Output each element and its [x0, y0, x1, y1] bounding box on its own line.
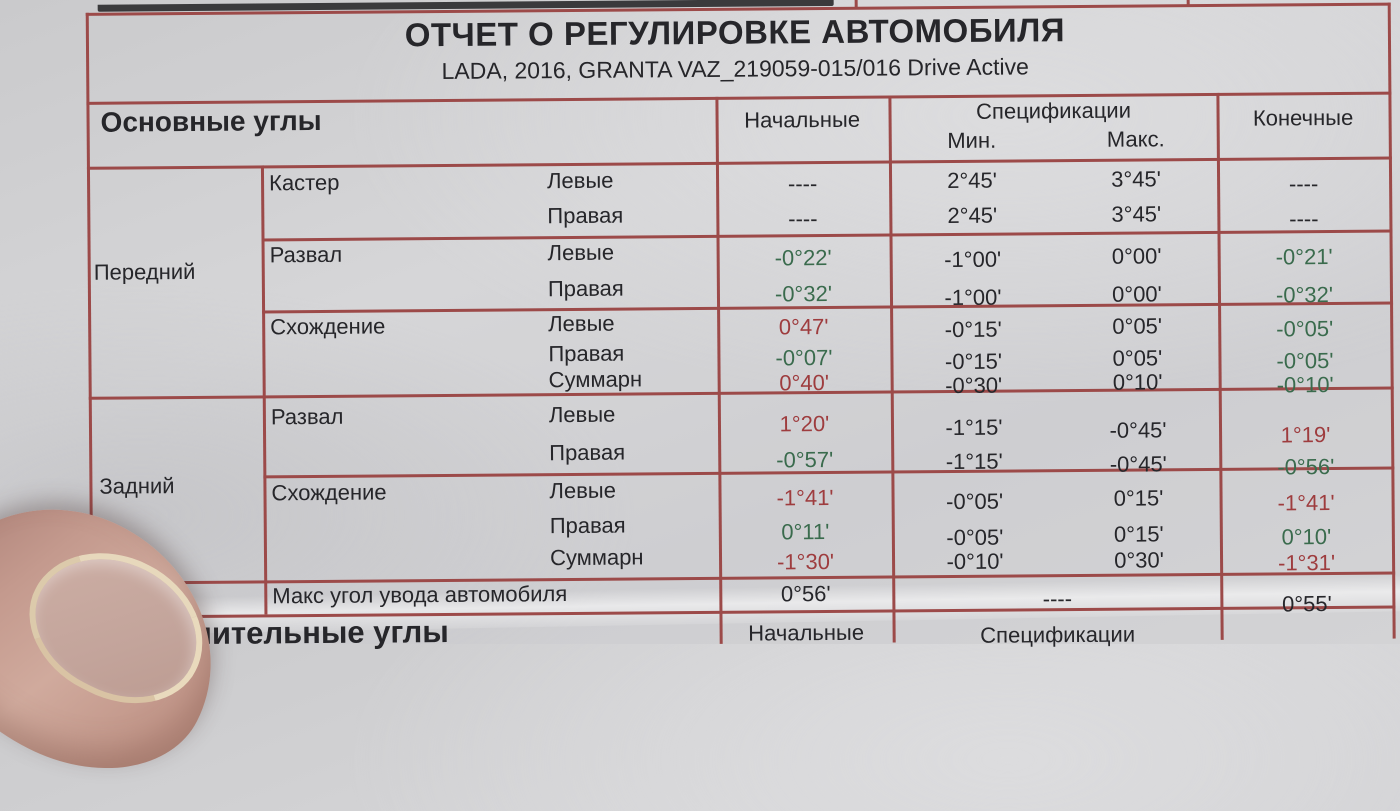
- column-header-spec: Спецификации: [976, 97, 1132, 124]
- spec-max-value: 0°05': [1112, 345, 1163, 371]
- final-value: -0°05': [1276, 348, 1334, 374]
- final-value: 1°19': [1280, 422, 1331, 448]
- axle-label-rear: Задний: [99, 473, 175, 499]
- final-value: 0°10': [1281, 524, 1332, 550]
- footer-column-header-spec: Спецификации: [980, 621, 1136, 648]
- column-header-spec-min: Мин.: [947, 127, 997, 154]
- spec-min-value: 2°45': [947, 202, 998, 229]
- initial-value: -0°57': [776, 446, 834, 473]
- initial-value: -0°07': [775, 344, 833, 371]
- initial-value: -1°41': [776, 484, 834, 511]
- spec-min-value: -0°10': [946, 548, 1004, 575]
- spec-min-value: -0°30': [945, 372, 1003, 399]
- final-value: -0°21': [1275, 244, 1333, 270]
- param-label-front-toe: Схождение: [270, 313, 386, 340]
- spec-min-value: -1°00': [944, 246, 1002, 273]
- side-label: Левые: [548, 310, 615, 337]
- spec-max-value: -0°45': [1109, 417, 1167, 443]
- side-label: Суммарн: [549, 544, 644, 571]
- column-header-final: Конечные: [1252, 104, 1354, 131]
- spec-min-value: -1°15': [945, 414, 1003, 441]
- spec-max-value: 0°05': [1112, 313, 1163, 339]
- final-value: ----: [1289, 206, 1319, 232]
- param-label-front-camber: Развал: [269, 241, 343, 268]
- max-steer-label: Макс угол увода автомобиля: [272, 581, 568, 609]
- spec-min-value: -0°15': [944, 348, 1003, 375]
- side-label: Левые: [548, 401, 616, 428]
- spec-max-value: -0°45': [1109, 451, 1167, 477]
- spec-max-value: 0°00': [1111, 243, 1162, 269]
- spec-min-value: -1°00': [944, 284, 1002, 311]
- spec-max-value: 0°10': [1112, 369, 1163, 395]
- final-value: ----: [1288, 171, 1319, 197]
- param-label-caster: Кастер: [268, 169, 340, 196]
- final-value: -1°31': [1277, 550, 1336, 576]
- column-header-initial: Начальные: [744, 106, 861, 133]
- initial-value: -1°30': [776, 548, 835, 575]
- spec-max-value: 3°45': [1111, 201, 1162, 227]
- final-value: -0°05': [1276, 316, 1334, 342]
- spec-min-value: -0°15': [944, 316, 1002, 343]
- param-label-rear-camber: Развал: [270, 403, 344, 430]
- table-border-line: [260, 165, 268, 615]
- spec-max-value: 0°15': [1113, 485, 1164, 511]
- spec-min-value: -0°05': [945, 488, 1004, 515]
- initial-value: 0°56': [780, 580, 831, 607]
- initial-value: 1°20': [779, 410, 830, 437]
- param-label-rear-toe: Схождение: [271, 479, 387, 506]
- axle-label-front: Передний: [93, 258, 196, 285]
- column-header-spec-max: Макс.: [1106, 126, 1165, 152]
- spec-min-value: -1°15': [945, 448, 1003, 475]
- side-label: Правая: [549, 439, 626, 466]
- report-title: ОТЧЕТ О РЕГУЛИРОВКЕ АВТОМОБИЛЯ: [404, 11, 1066, 54]
- spec-max-value: 0°00': [1112, 281, 1162, 307]
- footer-column-header-initial: Начальные: [748, 619, 865, 646]
- side-label: Правая: [548, 340, 625, 367]
- initial-value: ----: [787, 171, 818, 197]
- spec-max-value: 3°45': [1111, 166, 1162, 192]
- vehicle-description: LADA, 2016, GRANTA VAZ_219059-015/016 Dr…: [441, 53, 1029, 85]
- final-value: -1°41': [1277, 490, 1335, 516]
- side-label: Правая: [547, 202, 624, 229]
- initial-value: 0°40': [779, 369, 830, 396]
- paper-sheet: ОТЧЕТ О РЕГУЛИРОВКЕ АВТОМОБИЛЯ LADA, 201…: [2, 0, 1400, 651]
- final-value: -0°32': [1275, 282, 1334, 308]
- final-value: -0°10': [1276, 372, 1334, 398]
- initial-value: -0°32': [774, 280, 833, 307]
- side-label: Левые: [549, 477, 617, 504]
- final-value: -0°56': [1277, 454, 1335, 480]
- side-label: Левые: [546, 167, 614, 194]
- initial-value: ----: [788, 206, 818, 232]
- spec-min-value: 2°45': [947, 167, 998, 194]
- side-label: Правая: [549, 512, 626, 539]
- spec-max-value: 0°15': [1113, 521, 1164, 547]
- initial-value: 0°47': [778, 313, 829, 340]
- side-label: Левые: [547, 239, 615, 266]
- final-value: 0°55': [1281, 591, 1332, 617]
- spec-max-value: 0°30': [1114, 547, 1165, 573]
- initial-value: -0°22': [774, 244, 832, 271]
- section-title-main-angles: Основные углы: [100, 104, 322, 138]
- initial-value: 0°11': [781, 518, 830, 545]
- side-label: Правая: [547, 275, 624, 302]
- spec-value: ----: [1042, 586, 1073, 612]
- spec-min-value: -0°05': [946, 524, 1004, 551]
- side-label: Суммарн: [548, 366, 643, 393]
